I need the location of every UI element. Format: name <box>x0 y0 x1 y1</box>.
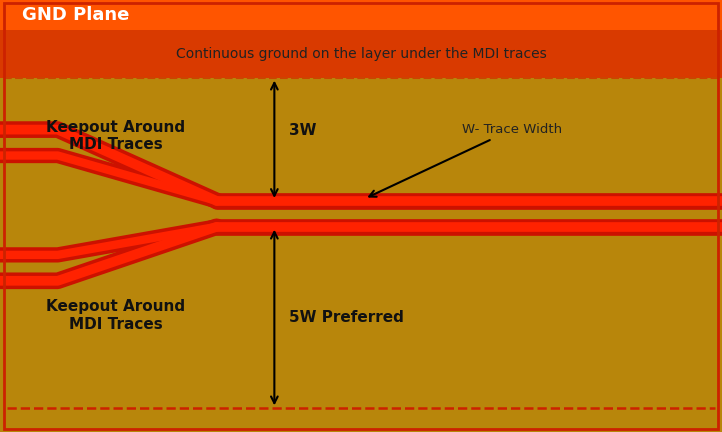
Bar <box>0 0 722 30</box>
Text: GND Plane: GND Plane <box>22 6 129 24</box>
Text: 5W Preferred: 5W Preferred <box>289 310 404 325</box>
Text: Continuous ground on the layer under the MDI traces: Continuous ground on the layer under the… <box>175 47 547 61</box>
Text: Keepout Around
MDI Traces: Keepout Around MDI Traces <box>46 120 185 152</box>
Text: 3W: 3W <box>289 123 316 138</box>
Text: Keepout Around
MDI Traces: Keepout Around MDI Traces <box>46 299 185 332</box>
Bar <box>0 0 722 78</box>
Text: W- Trace Width: W- Trace Width <box>369 123 562 197</box>
